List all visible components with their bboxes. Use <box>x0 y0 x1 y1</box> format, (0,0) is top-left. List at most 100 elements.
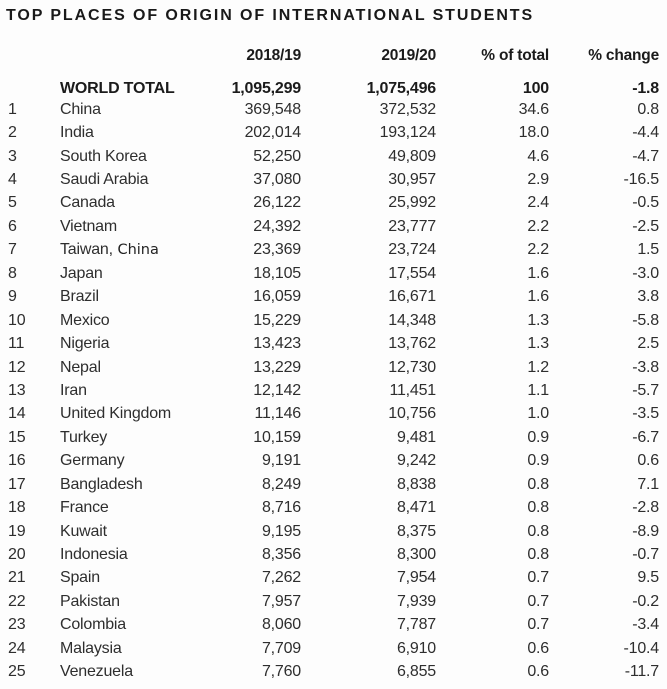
place-main: Mexico <box>60 311 110 329</box>
table-row: 9 Brazil 16,059 16,671 1.6 3.8 <box>6 286 665 309</box>
pct-total-cell: 0.7 <box>527 616 549 634</box>
rank-cell: 20 <box>8 546 26 564</box>
place-cell: Nepal <box>60 358 220 376</box>
pct-total-cell: 0.8 <box>527 475 549 493</box>
place-cell: Nigeria <box>60 336 220 352</box>
pct-change-cell: -5.8 <box>632 311 659 329</box>
col-2019-20-cell: 372,532 <box>379 100 437 118</box>
rank-cell: 23 <box>8 616 26 634</box>
pct-total-cell: 1.1 <box>527 381 549 399</box>
pct-change-cell: -10.4 <box>623 639 660 657</box>
col-2018-19-cell: 202,014 <box>244 124 302 142</box>
table-header-row: 2018/19 2019/20 % of total % change <box>6 47 665 64</box>
header-col-pct-change: % change <box>588 46 659 64</box>
pct-total-cell: 2.9 <box>527 171 549 189</box>
place-main: Nepal <box>60 358 101 376</box>
col-2018-19-cell: 16,059 <box>253 288 301 306</box>
table-row: 21 Spain 7,262 7,954 0.7 9.5 <box>6 567 665 590</box>
col-2018-19-cell: 9,195 <box>261 522 301 540</box>
pct-total-cell: 1.3 <box>527 311 549 329</box>
pct-total-cell: 0.9 <box>527 428 549 446</box>
place-main: Indonesia <box>60 546 128 564</box>
col-2019-20-cell: 9,481 <box>396 428 436 446</box>
place-main: Vietnam <box>60 217 118 235</box>
pct-change-cell: 2.5 <box>637 335 659 353</box>
col-2019-20-cell: 14,348 <box>388 311 436 329</box>
place-cell: Pakistan <box>60 593 220 610</box>
place-main: Bangladesh <box>60 475 143 493</box>
place-cell: Turkey <box>60 429 220 446</box>
table-row: 16 Germany 9,191 9,242 0.9 0.6 <box>6 450 665 473</box>
total-2018-19-value: 1,095,299 <box>231 79 302 97</box>
table-row: 17 Bangladesh 8,249 8,838 0.8 7.1 <box>6 473 665 496</box>
rank-cell: 12 <box>8 358 26 376</box>
col-2018-19-cell: 7,709 <box>261 639 301 657</box>
rank-cell: 5 <box>8 194 17 212</box>
place-cell: Germany <box>60 453 220 469</box>
pct-total-cell: 18.0 <box>518 124 550 142</box>
table-row: 2 India 202,014 193,124 18.0 -4.4 <box>6 121 665 144</box>
rank-cell: 2 <box>8 124 17 142</box>
rank-cell: 10 <box>8 311 26 329</box>
place-cell: Malaysia <box>60 640 220 657</box>
table-row: 13 Iran 12,142 11,451 1.1 -5.7 <box>6 379 665 402</box>
header-col-2018-19: 2018/19 <box>246 46 301 64</box>
pct-total-cell: 1.6 <box>527 288 549 306</box>
rank-cell: 22 <box>8 592 26 610</box>
place-cell: Kuwait <box>60 523 220 540</box>
pct-change-cell: -0.5 <box>632 194 659 212</box>
pct-total-cell: 2.2 <box>527 241 549 259</box>
rank-cell: 15 <box>8 428 26 446</box>
col-2019-20-cell: 23,777 <box>388 217 436 235</box>
rank-cell: 16 <box>8 452 26 470</box>
table-row: 23 Colombia 8,060 7,787 0.7 -3.4 <box>6 614 665 637</box>
table-row: 10 Mexico 15,229 14,348 1.3 -5.8 <box>6 309 665 332</box>
place-cell: Saudi Arabia <box>60 172 220 188</box>
table-row: 15 Turkey 10,159 9,481 0.9 -6.7 <box>6 426 665 449</box>
place-main: Spain <box>60 569 100 587</box>
col-2019-20-cell: 25,992 <box>388 194 436 212</box>
page-title: TOP PLACES OF ORIGIN OF INTERNATIONAL ST… <box>6 7 535 24</box>
place-main: South Korea <box>60 147 147 165</box>
col-2018-19-cell: 10,159 <box>253 428 301 446</box>
place-main: Iran <box>60 381 87 399</box>
col-2019-20-cell: 30,957 <box>388 171 436 189</box>
col-2019-20-cell: 12,730 <box>388 358 436 376</box>
pct-change-cell: 9.5 <box>637 569 659 587</box>
rank-cell: 24 <box>8 639 26 657</box>
total-pct-change-value: -1.8 <box>632 79 659 97</box>
col-2018-19-cell: 26,122 <box>253 194 301 212</box>
col-2018-19-cell: 7,760 <box>261 663 301 681</box>
table-row: 6 Vietnam 24,392 23,777 2.2 -2.5 <box>6 215 665 238</box>
col-2018-19-cell: 24,392 <box>253 217 301 235</box>
pct-change-cell: -11.7 <box>624 663 659 681</box>
place-cell: Brazil <box>60 289 220 305</box>
place-cell: Vietnam <box>60 217 220 235</box>
col-2018-19-cell: 18,105 <box>253 264 301 282</box>
col-2018-19-cell: 52,250 <box>253 147 301 165</box>
pct-change-cell: 1.5 <box>637 241 659 259</box>
pct-total-cell: 0.6 <box>527 663 549 681</box>
col-2018-19-cell: 23,369 <box>253 241 301 259</box>
place-cell: Iran <box>60 381 220 399</box>
col-2019-20-cell: 8,838 <box>396 475 436 493</box>
header-col-2019-20: 2019/20 <box>381 46 436 64</box>
col-2018-19-cell: 8,356 <box>261 546 301 564</box>
col-2019-20-cell: 9,242 <box>396 452 436 470</box>
pct-change-cell: -2.8 <box>632 499 659 517</box>
origin-table: 2018/19 2019/20 % of total % change WORL… <box>6 47 665 684</box>
rank-cell: 7 <box>8 241 17 259</box>
col-2018-19-cell: 369,548 <box>244 100 302 118</box>
col-2018-19-cell: 12,142 <box>253 381 301 399</box>
place-cell: Canada <box>60 195 220 211</box>
header-col-pct-total: % of total <box>481 46 549 64</box>
pct-change-cell: -8.9 <box>632 522 659 540</box>
pct-change-cell: -2.5 <box>632 217 659 235</box>
table-row: 22 Pakistan 7,957 7,939 0.7 -0.2 <box>6 590 665 613</box>
col-2019-20-cell: 8,300 <box>396 546 436 564</box>
place-cell: Bangladesh <box>60 475 220 493</box>
pct-total-cell: 4.6 <box>527 147 549 165</box>
place-main: Saudi Arabia <box>60 171 149 189</box>
place-cell: Mexico <box>60 311 220 329</box>
col-2019-20-cell: 16,671 <box>388 288 436 306</box>
